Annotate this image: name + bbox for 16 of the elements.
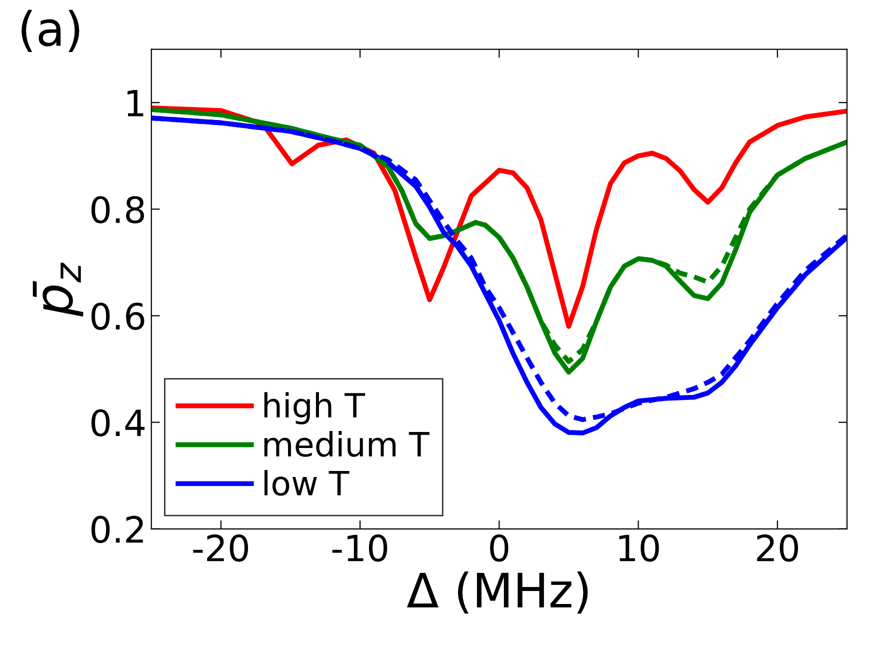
text: (a): [22, 10, 80, 52]
y-tick-label: 0.4: [91, 409, 144, 437]
legend-label: high T: [264, 392, 366, 424]
x-tick-label: -20: [193, 534, 248, 562]
y-tick-label: 1: [128, 90, 144, 116]
x-tick-label: -10: [332, 534, 388, 562]
x-tick-label: 10: [619, 534, 659, 562]
x-tick-label: 20: [757, 534, 798, 562]
y-tick-label: 0.6: [91, 302, 144, 330]
legend-label: low T: [264, 470, 350, 496]
x-tick-label: 0: [490, 534, 508, 562]
y-tick-label: 0.2: [91, 516, 143, 544]
y-tick-label: 0.8: [91, 196, 144, 224]
x-axis-title: Δ (MHz): [406, 572, 588, 614]
y-axis-title: p̄$_{z}$: [32, 262, 84, 317]
legend-label: medium T: [264, 431, 430, 457]
